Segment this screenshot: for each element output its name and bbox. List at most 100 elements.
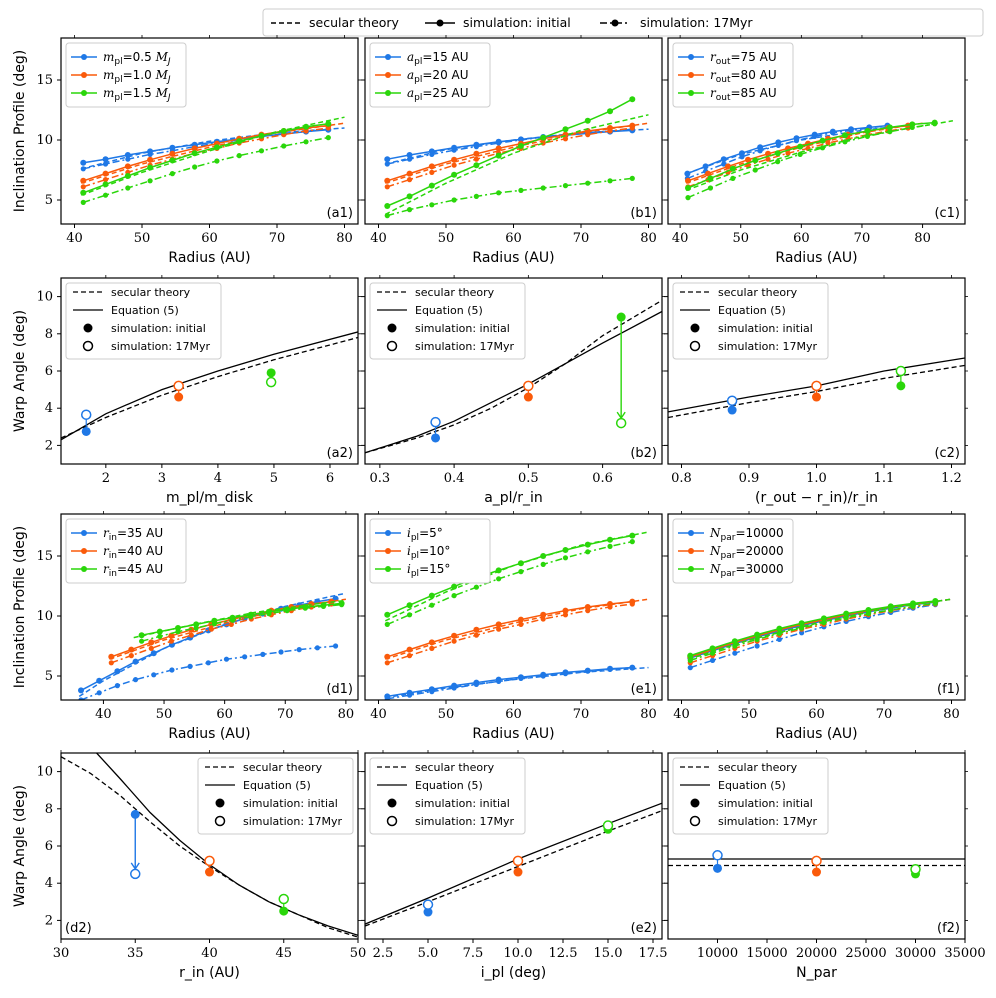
final-point [125,185,131,191]
legend-final: simulation: 17Myr [111,340,211,353]
axes-frame [364,277,663,465]
initial-point [150,650,157,657]
legend-label: mpl=0.5 MJ [103,50,171,67]
y-tick-label: 10 [36,609,53,624]
panel-f2: 10000 15000 20000 25000 30000 35000 secular th… [664,750,986,981]
x-axis-label: Radius (AU) [472,250,554,266]
initial-point [513,867,523,877]
final-point [518,621,524,628]
final-point [211,621,217,627]
final-point [325,135,331,141]
initial-point [451,632,458,639]
panel-label: (d1) [326,682,353,697]
final-point [151,672,157,678]
x-tick-label: 70 [876,707,893,722]
initial-point [707,175,714,182]
x-tick-label: 4 [214,471,222,486]
final-point [242,654,248,660]
final-point [848,127,854,133]
final-point [148,645,154,652]
legend-marker [385,566,391,572]
final-point [732,643,738,649]
final-point [607,666,613,673]
final-point [80,166,86,172]
legend-marker [385,548,391,554]
initial-point [80,189,87,196]
x-axis-label: r_in (AU) [179,965,240,981]
series-initial-line [387,534,633,616]
initial-point [303,123,310,130]
x-tick-label: 80 [336,231,353,246]
initial-point [156,628,163,635]
x-tick-label: 50 [438,707,455,722]
plot-area-c1 [684,119,954,201]
x-tick-label: 60 [793,231,810,246]
y-axis-label: Warp Angle (deg) [12,310,28,432]
series-final-line [387,127,633,188]
x-tick-label: 50 [350,946,367,961]
legend-marker [688,548,694,554]
x-tick-label: 0.5 [518,471,539,486]
x-tick-label: 15000 [746,946,787,961]
series-final-line [387,666,633,700]
legend-secular: secular theory [415,286,495,299]
x-tick-label: 40 [95,707,112,722]
initial-point [80,159,87,166]
final-point [108,660,114,666]
x-tick-label: 50 [134,231,151,246]
final-point [80,409,92,420]
x-tick-label: 1.1 [874,471,895,486]
initial-point [731,638,738,645]
final-point [562,671,569,677]
x-tick-label: 70 [854,231,871,246]
initial-point [213,144,220,151]
panel-e1: 40 50 60 70 80 ipl=5°ipl=10°ipl=15° (e1) Radius… [361,511,665,742]
initial-point [406,193,413,200]
initial-point [428,592,435,599]
initial-point [754,631,761,638]
initial-point [517,560,524,567]
final-point [187,663,193,670]
initial-point [428,182,435,189]
x-tick-label: 70 [277,707,294,722]
final-point [157,633,163,640]
x-tick-label: 1.0 [806,471,827,486]
final-point [607,128,613,134]
final-point [384,161,390,167]
initial-point [406,152,413,158]
initial-point [729,165,736,172]
x-tick-label: 0.4 [444,471,465,486]
final-point [496,140,502,146]
final-point [429,689,435,695]
x-tick-label: 40 [201,946,218,961]
legend-initial-marker [387,798,397,808]
final-point [303,139,309,145]
x-tick-label: 80 [640,707,657,722]
final-point [451,638,457,644]
legend-label: Npar=10000 [709,526,784,543]
x-tick-label: 70 [269,231,286,246]
legend-label: apl=15 AU [407,50,469,67]
plot-area-f2 [668,850,965,879]
equation-line [365,310,662,454]
x-axis-label: m_pl/m_disk [166,490,254,506]
plot-area-d1 [78,592,347,700]
legend-marker [81,566,87,572]
x-tick-label: 0.8 [671,471,692,486]
top-legend-final: simulation: 17Myr [640,15,753,30]
final-point [223,656,230,662]
final-point [332,643,339,649]
initial-point [685,177,692,184]
y-tick-label: 15 [36,549,53,564]
initial-point [384,611,391,618]
final-point [585,668,591,674]
final-point [429,202,435,208]
initial-point [584,117,591,124]
y-tick-label: 8 [45,327,53,342]
final-point [473,193,479,199]
legend-equation: Equation (5) [415,779,483,792]
final-point [422,899,434,910]
